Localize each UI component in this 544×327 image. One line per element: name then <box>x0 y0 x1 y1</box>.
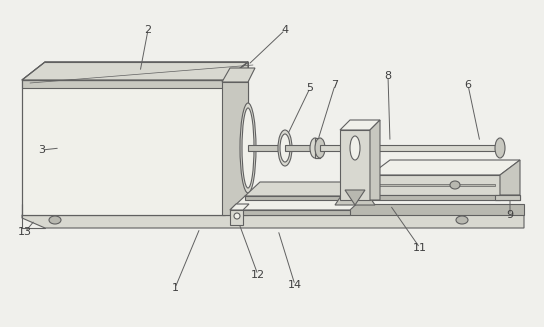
Polygon shape <box>245 182 380 196</box>
Ellipse shape <box>315 138 325 158</box>
Text: 13: 13 <box>18 227 32 237</box>
Ellipse shape <box>278 130 292 166</box>
Ellipse shape <box>234 213 240 219</box>
Polygon shape <box>248 145 285 151</box>
Text: 9: 9 <box>506 210 514 220</box>
Polygon shape <box>230 204 249 210</box>
Text: 12: 12 <box>251 270 265 280</box>
Text: 7: 7 <box>331 80 338 90</box>
Polygon shape <box>222 82 248 215</box>
Text: 3: 3 <box>39 145 46 155</box>
Ellipse shape <box>456 216 468 224</box>
Ellipse shape <box>495 138 505 158</box>
Polygon shape <box>230 210 350 215</box>
Polygon shape <box>225 62 248 215</box>
Polygon shape <box>375 184 495 186</box>
Polygon shape <box>340 120 380 130</box>
Polygon shape <box>370 195 500 200</box>
Ellipse shape <box>242 108 254 188</box>
Polygon shape <box>230 196 365 210</box>
Polygon shape <box>320 145 500 151</box>
Polygon shape <box>495 195 520 200</box>
Text: 2: 2 <box>145 25 152 35</box>
Polygon shape <box>22 215 524 228</box>
Ellipse shape <box>240 103 256 193</box>
Ellipse shape <box>350 136 360 160</box>
Polygon shape <box>370 120 380 200</box>
Polygon shape <box>285 145 315 151</box>
Polygon shape <box>22 204 524 215</box>
Polygon shape <box>335 190 375 205</box>
Polygon shape <box>345 190 365 205</box>
Polygon shape <box>22 62 248 80</box>
Text: 8: 8 <box>385 71 392 81</box>
Text: 11: 11 <box>413 243 427 253</box>
Polygon shape <box>370 160 520 175</box>
Polygon shape <box>222 68 255 82</box>
Ellipse shape <box>280 134 290 162</box>
Polygon shape <box>22 80 225 215</box>
Text: 1: 1 <box>171 283 178 293</box>
Ellipse shape <box>310 138 320 158</box>
Text: 6: 6 <box>465 80 472 90</box>
Polygon shape <box>315 138 320 158</box>
Polygon shape <box>230 210 243 225</box>
Polygon shape <box>370 175 500 195</box>
Polygon shape <box>340 130 370 200</box>
Text: 5: 5 <box>306 83 313 93</box>
Polygon shape <box>245 196 365 200</box>
Polygon shape <box>22 80 225 88</box>
Polygon shape <box>500 160 520 195</box>
Text: 4: 4 <box>281 25 288 35</box>
Text: 14: 14 <box>288 280 302 290</box>
Ellipse shape <box>49 216 61 224</box>
Polygon shape <box>22 62 248 80</box>
Ellipse shape <box>450 181 460 189</box>
